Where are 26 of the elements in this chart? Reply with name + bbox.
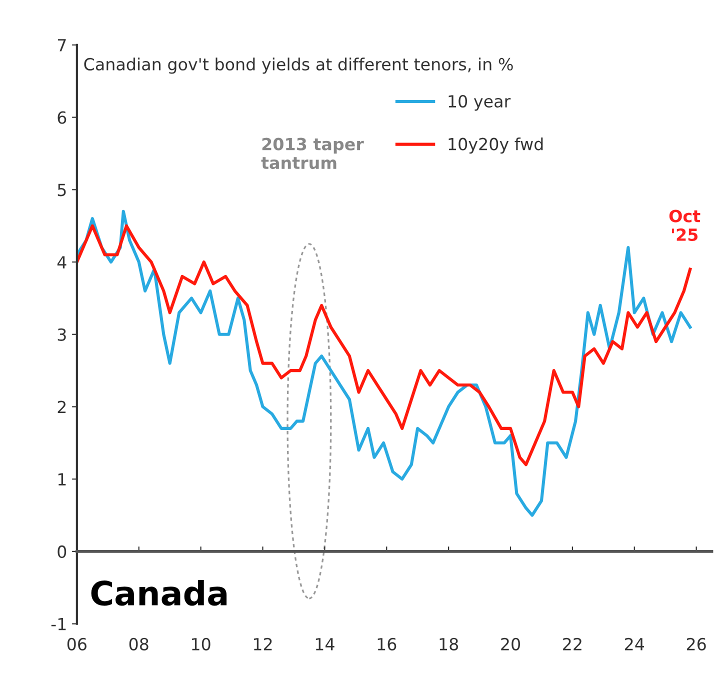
- legend-label: 10y20y fwd: [448, 137, 543, 154]
- x-tick-label: 16: [378, 638, 396, 650]
- annotation: Canada: [91, 580, 227, 606]
- y-tick-label: 3: [58, 328, 66, 341]
- y-tick-label: 0: [58, 545, 66, 558]
- x-tick-label: 20: [501, 638, 520, 650]
- x-tick-label: 12: [254, 638, 272, 650]
- text: Canadian gov't bond yields at different tenors, in %: [84, 58, 513, 74]
- annotation: 2013 taper tantrum: [261, 138, 364, 170]
- x-tick-label: 18: [440, 638, 458, 650]
- y-tick-label: 7: [58, 39, 66, 52]
- y-tick-label: 6: [58, 111, 66, 124]
- y-tick-label: 1: [58, 473, 66, 486]
- y-tick-label: -1: [51, 618, 66, 630]
- x-tick-label: 24: [625, 638, 644, 650]
- legend-label: 10 year: [448, 94, 511, 111]
- y-tick-label: 4: [57, 256, 66, 268]
- annotation: Oct '25: [669, 210, 700, 242]
- x-tick-label: 26: [686, 638, 706, 650]
- y-tick-label: 2: [58, 400, 66, 414]
- x-tick-label: 22: [563, 638, 582, 650]
- x-tick-label: 10: [192, 638, 210, 650]
- x-tick-label: 14: [316, 638, 334, 650]
- x-tick-label: 08: [129, 638, 148, 650]
- x-tick-label: 06: [67, 638, 86, 650]
- y-tick-label: 5: [58, 184, 66, 196]
